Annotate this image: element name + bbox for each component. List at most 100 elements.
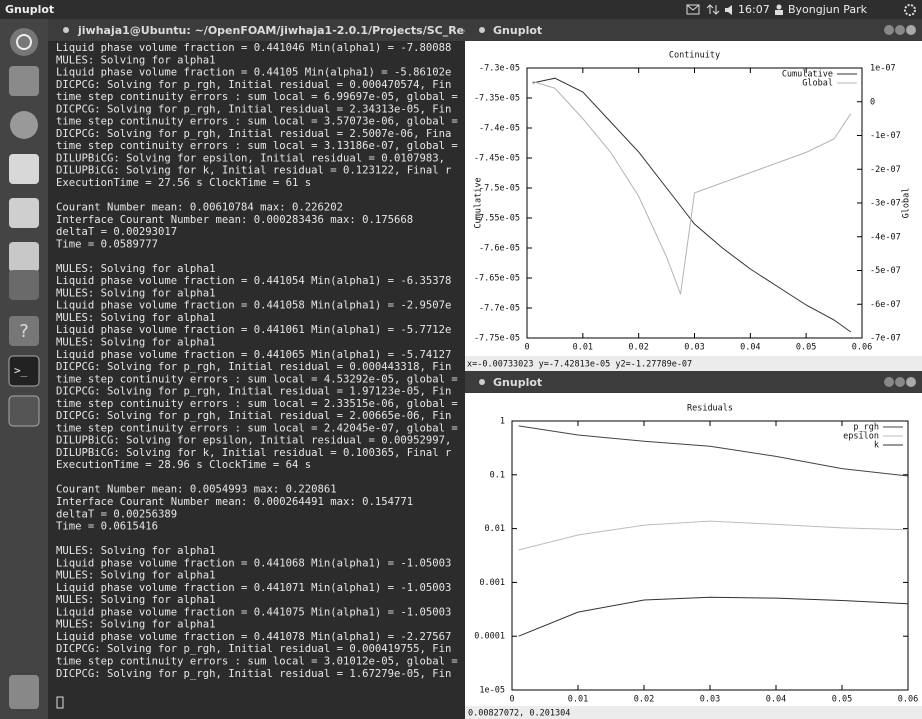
- terminal-line: MULES: Solving for alpha1: [56, 545, 215, 557]
- y-tick-label: -7.7e-05: [479, 304, 520, 314]
- y-tick-label: 0.0001: [474, 632, 505, 642]
- y-tick-label: -7.65e-05: [474, 274, 520, 284]
- y-tick-label: -7.75e-05: [474, 334, 520, 344]
- terminal-line: ExecutionTime = 28.96 s ClockTime = 64 s: [56, 459, 311, 471]
- y2-tick-label: -2e-07: [870, 165, 901, 175]
- terminal-line: Liquid phase volume fraction = 0.441078 …: [56, 631, 451, 643]
- close-button[interactable]: [906, 377, 916, 387]
- terminal-line: DICPCG: Solving for p_rgh, Initial resid…: [56, 361, 451, 373]
- terminal-line: Liquid phase volume fraction = 0.441068 …: [56, 557, 451, 569]
- terminal-line: deltaT = 0.00256389: [56, 508, 177, 520]
- window-menu-dot: [479, 27, 485, 33]
- maximize-button[interactable]: [895, 25, 905, 35]
- status-text: 0.00827072, 0.201304: [468, 709, 570, 719]
- y2-tick-label: -6e-07: [870, 300, 901, 310]
- terminal-line: MULES: Solving for alpha1: [56, 287, 215, 299]
- y-tick-label: 1: [500, 417, 505, 427]
- x-tick-label: 0.05: [832, 695, 852, 705]
- y-axis-label: Cumulative: [474, 177, 484, 228]
- y2-tick-label: -7e-07: [870, 334, 901, 344]
- y-tick-label: -7.3e-05: [479, 64, 520, 74]
- terminal-output: Liquid phase volume fraction = 0.441046 …: [56, 42, 458, 680]
- y-tick-label: 1e-05: [479, 686, 505, 696]
- top-panel: [0, 0, 922, 19]
- y-tick-label: 0.001: [479, 578, 505, 588]
- legend-label: Global: [802, 79, 833, 89]
- y-tick-label: -7.35e-05: [474, 94, 520, 104]
- terminal-line: DICPCG: Solving for p_rgh, Initial resid…: [56, 386, 451, 398]
- y-tick-label: -7.45e-05: [474, 154, 520, 164]
- user-icon-body: [775, 10, 783, 15]
- terminal-line: MULES: Solving for alpha1: [56, 336, 215, 348]
- impress-icon[interactable]: [9, 242, 39, 272]
- terminal-line: Interface Courant Number mean: 0.0002834…: [56, 214, 413, 226]
- x-tick-label: 0: [509, 695, 514, 705]
- trash-icon[interactable]: [9, 675, 39, 709]
- maximize-button[interactable]: [895, 377, 905, 387]
- software-icon[interactable]: [9, 270, 39, 300]
- terminal-line: MULES: Solving for alpha1: [56, 594, 215, 606]
- terminal-line: DILUPBiCG: Solving for k, Initial residu…: [56, 447, 451, 459]
- minimize-button[interactable]: [884, 377, 894, 387]
- terminal-line: Liquid phase volume fraction = 0.441065 …: [56, 349, 451, 361]
- x-tick-label: 0.01: [573, 343, 593, 353]
- terminal-line: MULES: Solving for alpha1: [56, 54, 215, 66]
- browser-icon[interactable]: [10, 111, 38, 139]
- terminal-line: Liquid phase volume fraction = 0.441054 …: [56, 275, 451, 287]
- terminal-menu-dot: [63, 27, 69, 33]
- x-tick-label: 0.06: [852, 343, 872, 353]
- terminal-line: Time = 0.0615416: [56, 521, 158, 533]
- window-title: Gnuplot: [493, 376, 542, 389]
- x-tick-label: 0.03: [684, 343, 704, 353]
- terminal-line: Liquid phase volume fraction = 0.441058 …: [56, 300, 451, 312]
- writer-icon[interactable]: [9, 154, 39, 184]
- user-name[interactable]: Byongjun Park: [788, 3, 868, 16]
- terminal-line: time step continuity errors : sum local …: [56, 422, 458, 434]
- y2-tick-label: -5e-07: [870, 266, 901, 276]
- y-tick-label: -7.6e-05: [479, 244, 520, 254]
- x-tick-label: 0.02: [634, 695, 654, 705]
- y2-axis-label: Global: [902, 188, 912, 219]
- gnuplot-icon[interactable]: [9, 396, 39, 426]
- status-text: x=-0.00733023 y=-7.42813e-05 y2=-1.27789…: [467, 360, 692, 370]
- y2-tick-label: -1e-07: [870, 131, 901, 141]
- y-tick-label: -7.5e-05: [479, 184, 520, 194]
- calc-icon[interactable]: [9, 198, 39, 228]
- terminal-glyph: >_: [14, 364, 28, 377]
- x-tick-label: 0.01: [568, 695, 588, 705]
- screen: Gnuplot 16:07 Byongjun Park ? >_ jiwhaja…: [0, 0, 922, 719]
- y-tick-label: 0.1: [490, 470, 505, 480]
- terminal-line: Liquid phase volume fraction = 0.44105 M…: [56, 67, 451, 79]
- x-tick-label: 0.04: [766, 695, 786, 705]
- window-menu-dot: [479, 379, 485, 385]
- terminal-line: Liquid phase volume fraction = 0.441061 …: [56, 324, 451, 336]
- app-name: Gnuplot: [5, 3, 54, 16]
- terminal-line: time step continuity errors : sum local …: [56, 116, 458, 128]
- user-icon: [777, 5, 782, 10]
- x-tick-label: 0: [524, 343, 529, 353]
- close-button[interactable]: [906, 25, 916, 35]
- terminal-line: Interface Courant Number mean: 0.0002644…: [56, 496, 413, 508]
- gnuplot-window: [465, 19, 922, 371]
- terminal-line: ExecutionTime = 27.56 s ClockTime = 61 s: [56, 177, 311, 189]
- chart-title: Residuals: [687, 404, 733, 414]
- terminal-line: Courant Number mean: 0.00610784 max: 0.2…: [56, 202, 343, 214]
- terminal-line: MULES: Solving for alpha1: [56, 263, 215, 275]
- files-icon[interactable]: [9, 66, 39, 96]
- clock[interactable]: 16:07: [738, 3, 770, 16]
- terminal-line: Time = 0.0589777: [56, 238, 158, 250]
- x-tick-label: 0.03: [700, 695, 720, 705]
- y2-tick-label: -3e-07: [870, 199, 901, 209]
- terminal-line: MULES: Solving for alpha1: [56, 570, 215, 582]
- page: { "panel": {"app_name": "Gnuplot", "cloc…: [0, 0, 922, 719]
- y2-tick-label: 1e-07: [870, 64, 896, 74]
- terminal-line: Liquid phase volume fraction = 0.441075 …: [56, 606, 451, 618]
- y2-tick-label: -4e-07: [870, 232, 901, 242]
- chart-title: Continuity: [669, 51, 720, 61]
- legend-label: k: [874, 441, 879, 451]
- dash-button[interactable]: [10, 28, 38, 56]
- terminal-line: time step continuity errors : sum local …: [56, 140, 458, 152]
- window-title: Gnuplot: [493, 24, 542, 37]
- minimize-button[interactable]: [884, 25, 894, 35]
- terminal-line: DICPCG: Solving for p_rgh, Initial resid…: [56, 103, 451, 115]
